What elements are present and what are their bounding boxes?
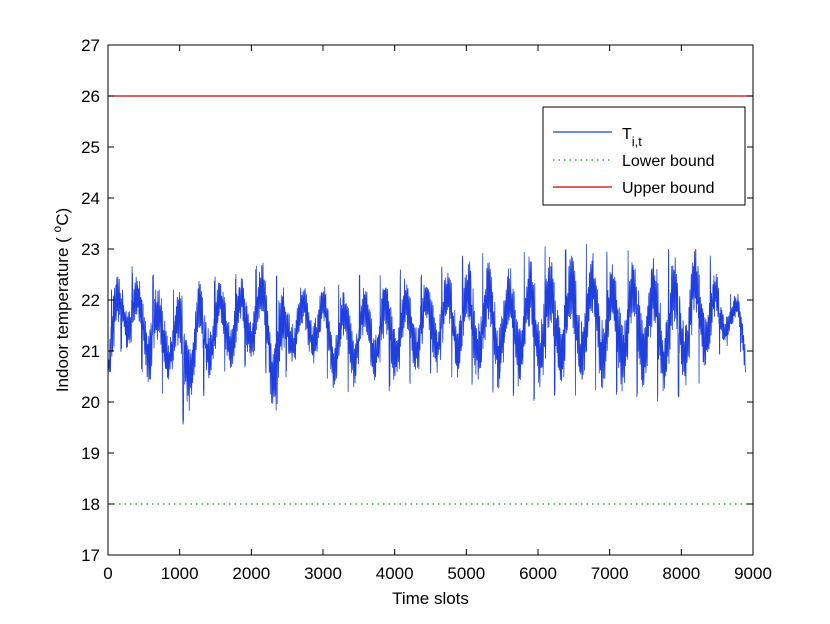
x-tick-label-1: 1000: [161, 564, 199, 583]
x-tick-label-6: 6000: [519, 564, 557, 583]
legend: Ti,t Lower bound Upper bound: [542, 106, 746, 206]
legend-box: [542, 106, 746, 206]
y-tick-label-1: 18: [81, 495, 100, 514]
x-tick-label-9: 9000: [734, 564, 772, 583]
y-tick-label-2: 19: [81, 444, 100, 463]
legend-item-lower: Lower bound: [622, 153, 715, 170]
x-tick-label-5: 5000: [447, 564, 485, 583]
y-tick-label-7: 24: [81, 189, 100, 208]
y-tick-label-6: 23: [81, 240, 100, 259]
series-indoor-temperature: [107, 244, 747, 425]
series-layer: [107, 95, 753, 505]
y-tick-label-10: 27: [81, 36, 100, 55]
legend-item-upper: Upper bound: [622, 180, 715, 197]
y-tick-label-9: 26: [81, 87, 100, 106]
y-axis-label-main: Indoor temperature (: [53, 232, 72, 392]
y-axis-label-superscript: o: [50, 225, 64, 232]
legend-item-t-main: T: [622, 126, 632, 143]
x-tick-label-0: 0: [103, 564, 112, 583]
y-tick-label-0: 17: [81, 546, 100, 565]
x-tick-label-8: 8000: [662, 564, 700, 583]
x-tick-label-4: 4000: [376, 564, 414, 583]
x-tick-label-2: 2000: [232, 564, 270, 583]
y-tick-label-4: 21: [81, 342, 100, 361]
x-axis-label: Time slots: [392, 589, 469, 608]
tick-layer: 0 1000 2000 3000 4000 5000 6000 7000 8000 9000 17 1…: [81, 36, 772, 583]
y-axis-label: Indoor temperature ( oC): [50, 208, 72, 392]
y-tick-label-8: 25: [81, 138, 100, 157]
legend-item-t-subscript: i,t: [632, 134, 643, 149]
y-tick-label-5: 22: [81, 291, 100, 310]
y-tick-label-3: 20: [81, 393, 100, 412]
y-axis-label-unit: C): [53, 208, 72, 226]
legend-item-t: Ti,t: [622, 126, 642, 149]
x-tick-label-7: 7000: [591, 564, 629, 583]
x-tick-label-3: 3000: [304, 564, 342, 583]
